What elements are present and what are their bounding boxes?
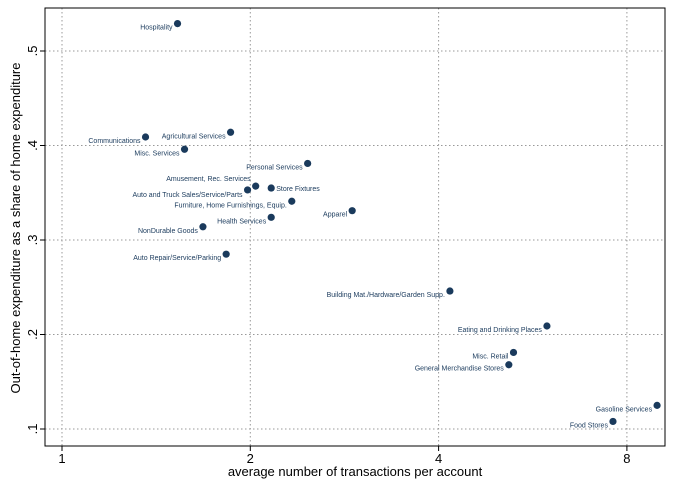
x-tick-label: 4 <box>435 451 442 466</box>
y-tick-label: .3 <box>25 235 40 246</box>
data-point <box>180 145 189 153</box>
point-label: Health Services <box>217 218 267 225</box>
point-label: NonDurable Goods <box>138 228 198 235</box>
y-tick-label: .1 <box>25 424 40 435</box>
gridlines <box>45 8 665 446</box>
data-point <box>304 159 312 168</box>
data-point <box>348 207 356 215</box>
data-point <box>509 348 518 357</box>
data-point <box>243 186 252 194</box>
x-tick-label: 2 <box>247 451 254 466</box>
point-label: Misc. Services <box>134 150 180 157</box>
y-axis-title: Out-of-home expenditure as a share of ho… <box>8 63 23 394</box>
point-label: Misc. Retail <box>472 353 509 360</box>
data-point <box>609 417 617 426</box>
plot-frame <box>44 7 666 447</box>
data-point <box>222 250 230 258</box>
point-label: Apparel <box>323 212 348 219</box>
data-point <box>446 287 454 295</box>
point-label: Agricultural Services <box>162 133 226 140</box>
data-point <box>505 361 513 369</box>
y-tick-label: .2 <box>25 329 40 340</box>
data-point <box>199 223 207 231</box>
data-point <box>226 128 235 136</box>
data-point <box>141 133 150 141</box>
point-label: General Merchandise Stores <box>415 366 505 373</box>
point-label: Auto Repair/Service/Parking <box>133 255 221 262</box>
point-label: Building Mat./Hardware/Garden Supp. <box>327 292 445 299</box>
point-label: Furniture, Home Furnishings, Equip. <box>174 202 286 209</box>
point-label: Amusement, Rec. Services <box>166 176 251 183</box>
data-point <box>252 182 260 190</box>
data-point <box>267 213 275 221</box>
point-label: Communications <box>88 138 141 145</box>
point-label: Store Fixtures <box>276 186 320 193</box>
x-tick-label: 8 <box>623 451 630 466</box>
data-point <box>267 184 275 192</box>
x-tick-label: 1 <box>58 451 65 466</box>
point-label: Gasoline Services <box>596 406 653 413</box>
point-label: Personal Services <box>246 164 303 171</box>
data-point <box>543 322 551 330</box>
point-label: Auto and Truck Sales/Service/Parts <box>132 192 243 199</box>
data-point <box>288 197 296 205</box>
point-label: Food Stores <box>570 422 609 429</box>
point-label: Eating and Drinking Places <box>458 327 543 334</box>
axes: 1 2 4 8 .1 .2 .3 .4 .5 <box>25 7 666 466</box>
y-tick-label: .4 <box>25 140 40 151</box>
point-label: Hospitality <box>140 25 173 32</box>
y-tick-label: .5 <box>25 46 40 57</box>
data-points: Hospitality Communications Agricultural Se… <box>88 19 661 429</box>
x-axis-title: average number of transactions per accou… <box>228 464 483 479</box>
data-point <box>173 19 182 28</box>
data-point <box>653 401 661 409</box>
